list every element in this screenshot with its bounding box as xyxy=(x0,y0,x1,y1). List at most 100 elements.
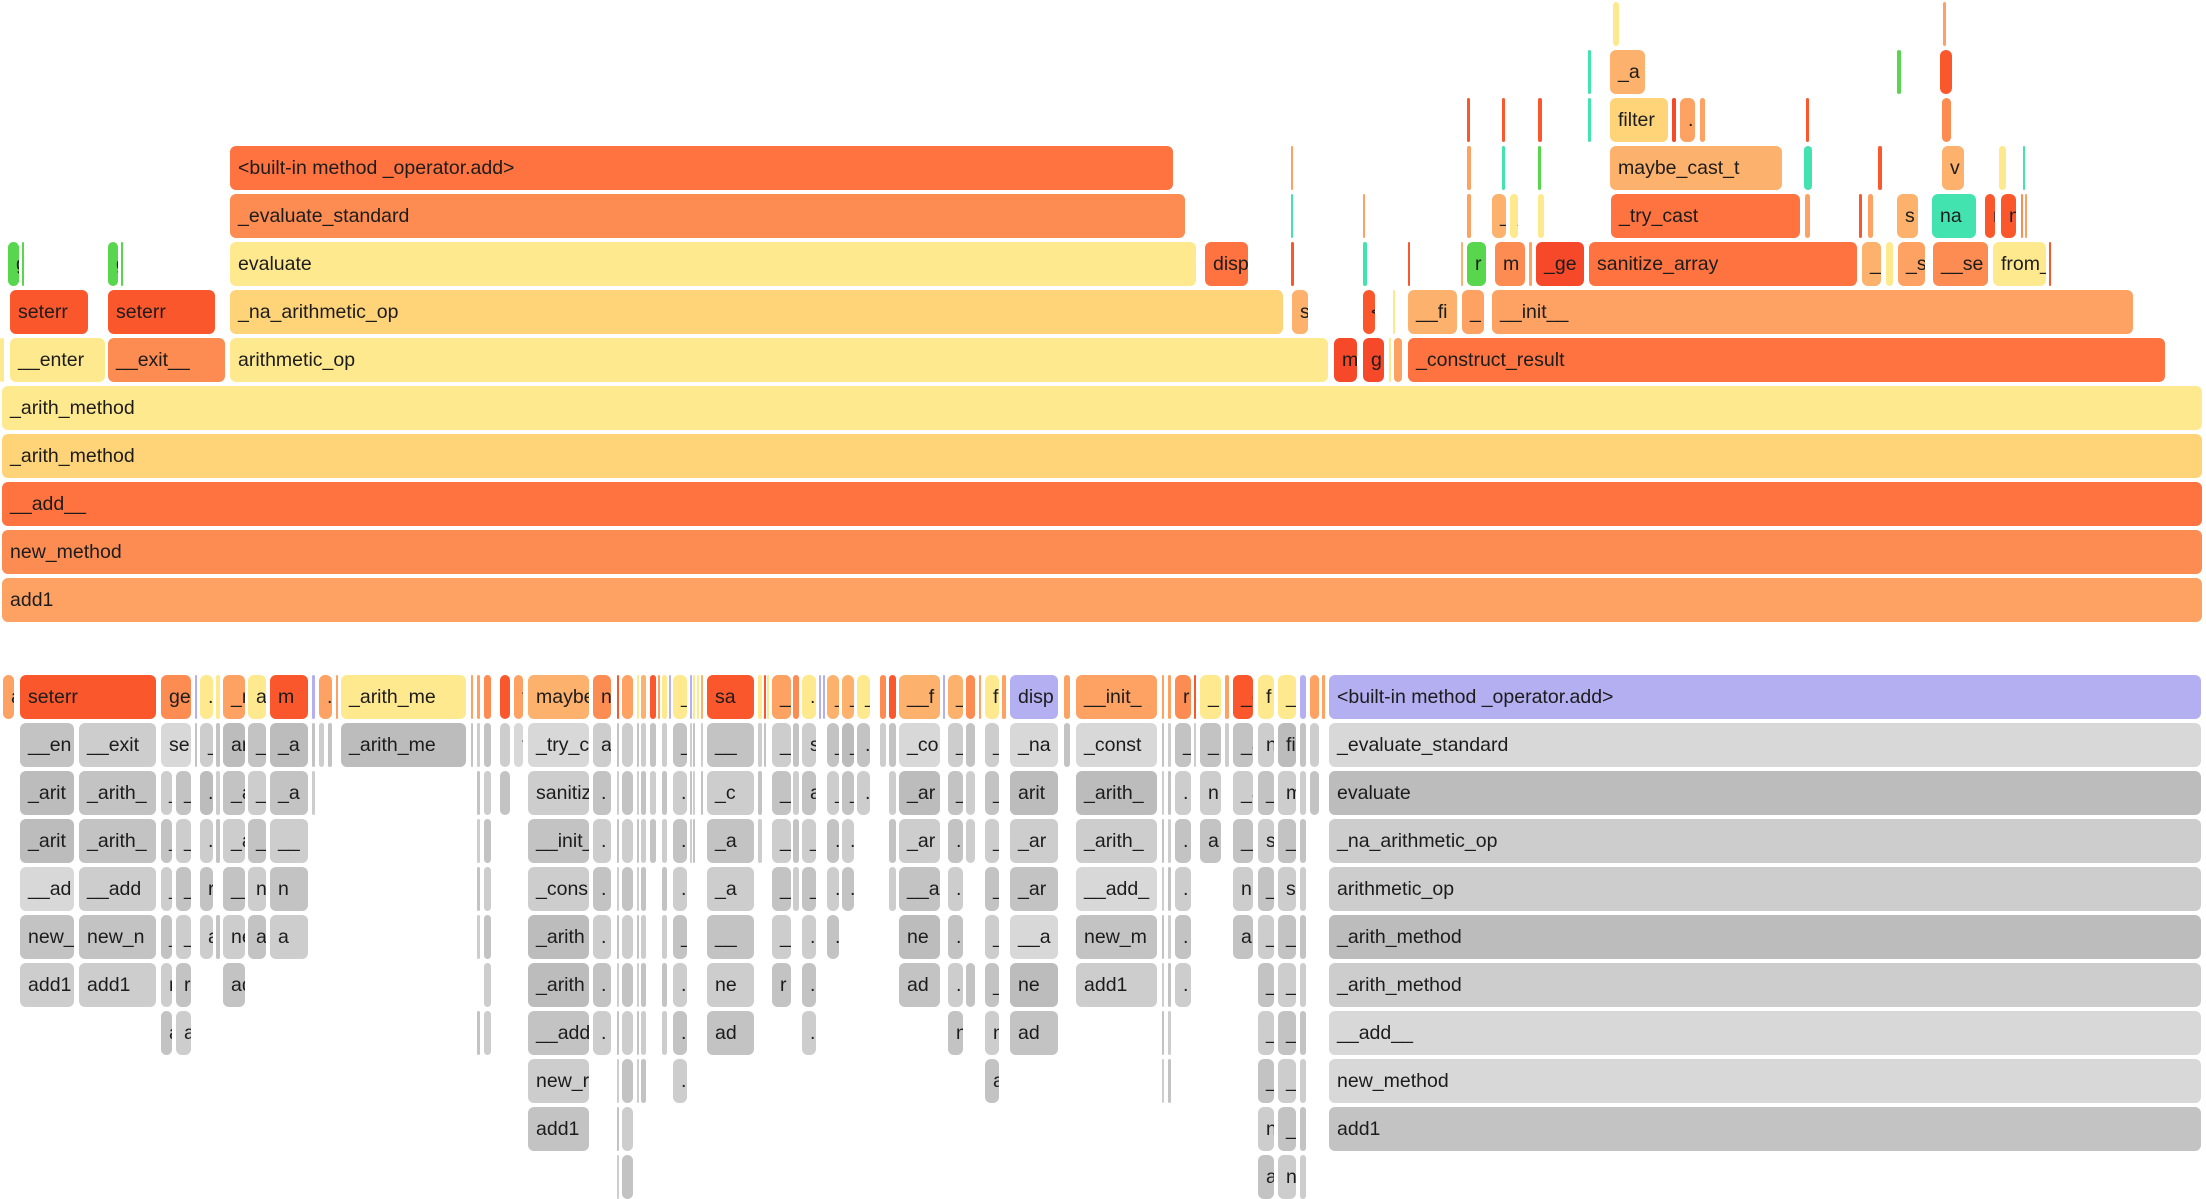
flame-bar-sandwich-callers-1-25[interactable]: _ xyxy=(662,723,667,767)
flame-bar-sliver[interactable] xyxy=(1168,1011,1171,1055)
flame-bar-sandwich-callers-0-64[interactable]: f xyxy=(1258,675,1274,719)
flame-bar-sandwich-callers-5-1[interactable]: new_n xyxy=(79,915,156,959)
flame-bar-sliver[interactable] xyxy=(500,675,510,719)
flame-bar-sandwich-callers-0-44[interactable]: _ xyxy=(857,675,870,719)
flame-bar-sandwich-callers-3-42[interactable]: _ xyxy=(1278,819,1296,863)
flame-bar-sliver[interactable] xyxy=(2025,194,2027,238)
flame-bar-sandwich-callers-0-37[interactable]: _ xyxy=(772,675,791,719)
flame-bar-sliver[interactable] xyxy=(1588,98,1591,142)
flame-bar-sliver[interactable] xyxy=(484,867,491,911)
flame-bar-sliver[interactable] xyxy=(1538,194,1544,238)
flame-bar-sliver[interactable] xyxy=(484,819,491,863)
flame-bar-call-tree-5-2[interactable]: g xyxy=(108,242,118,286)
flame-bar-sliver[interactable] xyxy=(1168,963,1171,1007)
flame-bar-sliver[interactable] xyxy=(1064,675,1070,719)
flame-bar-sandwich-callers-2-42[interactable]: . xyxy=(1175,771,1191,815)
flame-bar-sandwich-callers-4-0[interactable]: __ad xyxy=(20,867,74,911)
flame-bar-sandwich-callers-1-0[interactable]: __en xyxy=(20,723,74,767)
flame-bar-sandwich-callers-2-46[interactable]: m xyxy=(1278,771,1296,815)
flame-bar-sandwich-callers-10-3[interactable]: n xyxy=(1278,1155,1296,1199)
flame-bar-sandwich-callers-5-11[interactable]: _arith xyxy=(528,915,589,959)
flame-bar-sandwich-callers-4-23[interactable]: . xyxy=(842,867,854,911)
flame-bar-sliver[interactable] xyxy=(650,675,656,719)
flame-bar-sandwich-callers-0-42[interactable]: _ xyxy=(827,675,839,719)
flame-bar-sliver[interactable] xyxy=(622,1011,633,1055)
flame-bar-sandwich-callers-7-19[interactable]: _ xyxy=(1258,1011,1274,1055)
flame-bar-sandwich-callers-1-15[interactable]: f xyxy=(484,723,491,767)
flame-bar-sliver[interactable] xyxy=(1194,675,1196,719)
flame-bar-sliver[interactable] xyxy=(1162,867,1164,911)
flame-bar-sandwich-callers-4-6[interactable]: n xyxy=(248,867,266,911)
flame-bar-sandwich-callers-6-0[interactable]: add1 xyxy=(20,963,74,1007)
flame-bar-call-tree-6-4[interactable]: < xyxy=(1363,290,1375,334)
flame-bar-sliver[interactable] xyxy=(312,675,315,719)
flame-bar-sandwich-callers-7-11[interactable]: . xyxy=(673,1011,687,1055)
flame-bar-sliver[interactable] xyxy=(1805,194,1810,238)
flame-bar-call-tree-6-0[interactable]: seterr xyxy=(10,290,88,334)
flame-bar-sandwich-callers-2-34[interactable]: _ar xyxy=(899,771,940,815)
flame-bar-call-tree-6-2[interactable]: _na_arithmetic_op xyxy=(230,290,1283,334)
flame-bar-sliver[interactable] xyxy=(617,1059,619,1103)
flame-bar-sliver[interactable] xyxy=(966,723,975,767)
flame-bar-sliver[interactable] xyxy=(312,723,315,767)
flame-bar-sliver[interactable] xyxy=(637,963,639,1007)
flame-bar-sliver[interactable] xyxy=(1461,242,1463,286)
flame-bar-sliver[interactable] xyxy=(690,771,692,815)
flame-bar-sandwich-callers-2-39[interactable]: _arith_ xyxy=(1076,771,1157,815)
flame-bar-sliver[interactable] xyxy=(1300,1011,1306,1055)
flame-bar-sandwich-callers-6-15[interactable]: r xyxy=(772,963,791,1007)
flame-bar-sandwich-callers-4-2[interactable]: _ xyxy=(161,867,172,911)
flame-bar-sliver[interactable] xyxy=(471,723,473,767)
flame-bar-sliver[interactable] xyxy=(641,963,646,1007)
flame-bar-sliver[interactable] xyxy=(617,963,619,1007)
flame-bar-sandwich-callers-3-39[interactable]: a xyxy=(1200,819,1221,863)
flame-bar-sandwich-callers-5-25[interactable]: _ xyxy=(985,915,999,959)
flame-bar-sandwich-callers-0-50[interactable]: i xyxy=(966,675,975,719)
flame-bar-sliver[interactable] xyxy=(1999,146,2006,190)
flame-bar-sliver[interactable] xyxy=(758,819,762,863)
flame-bar-sliver[interactable] xyxy=(1300,675,1306,719)
flame-bar-sandwich-callers-0-12[interactable]: _arith_me xyxy=(341,675,466,719)
flame-bar-sliver[interactable] xyxy=(2023,146,2025,190)
flame-bar-sandwich-callers-1-45[interactable]: _na xyxy=(1010,723,1058,767)
flame-bar-sliver[interactable] xyxy=(641,915,646,959)
flame-bar-sliver[interactable] xyxy=(1162,675,1164,719)
flame-bar-call-tree-5-11[interactable]: m xyxy=(1495,242,1525,286)
flame-bar-sliver[interactable] xyxy=(1942,98,1951,142)
flame-bar-call-tree-8-0[interactable]: _arith_method xyxy=(2,386,2202,430)
flame-bar-sandwich-callers-9-6[interactable]: add1 xyxy=(1329,1107,2201,1151)
flame-bar-sliver[interactable] xyxy=(216,819,220,863)
flame-bar-sliver[interactable] xyxy=(793,819,799,863)
flame-bar-sliver[interactable] xyxy=(1310,771,1319,815)
flame-bar-sliver[interactable] xyxy=(1393,290,1395,334)
flame-bar-sandwich-callers-1-55[interactable]: n xyxy=(1258,723,1274,767)
flame-bar-sliver[interactable] xyxy=(793,771,799,815)
flame-bar-sliver[interactable] xyxy=(622,675,633,719)
flame-bar-sandwich-callers-7-15[interactable]: n xyxy=(985,1011,999,1055)
flame-bar-sandwich-callers-4-22[interactable]: . xyxy=(827,867,839,911)
flame-bar-sliver[interactable] xyxy=(793,723,799,767)
flame-bar-sandwich-callers-0-67[interactable]: . xyxy=(1310,675,1319,719)
flame-bar-sandwich-callers-5-0[interactable]: new_ xyxy=(20,915,74,959)
flame-bar-call-tree-5-10[interactable]: r xyxy=(1467,242,1486,286)
flame-bar-sliver[interactable] xyxy=(2021,194,2023,238)
flame-bar-sandwich-callers-6-18[interactable]: . xyxy=(948,963,963,1007)
flame-bar-sliver[interactable] xyxy=(1168,867,1171,911)
flame-bar-sliver[interactable] xyxy=(617,771,619,815)
flame-bar-sliver[interactable] xyxy=(216,675,220,719)
flame-bar-sandwich-callers-4-10[interactable]: _cons xyxy=(528,867,589,911)
flame-bar-sandwich-callers-4-21[interactable]: _ xyxy=(802,867,816,911)
flame-bar-sliver[interactable] xyxy=(1300,819,1306,863)
flame-bar-sandwich-callers-7-3[interactable]: a xyxy=(484,1011,491,1055)
flame-bar-call-tree-5-5[interactable]: disp xyxy=(1205,242,1248,286)
flame-bar-sliver[interactable] xyxy=(336,675,338,719)
flame-bar-sliver[interactable] xyxy=(484,771,491,815)
flame-bar-sandwich-callers-7-16[interactable]: ad xyxy=(1010,1011,1058,1055)
flame-bar-sandwich-callers-2-1[interactable]: _arith_ xyxy=(79,771,156,815)
flame-bar-sandwich-callers-1-54[interactable]: _a xyxy=(1233,723,1253,767)
flame-bar-sliver[interactable] xyxy=(889,867,896,911)
flame-bar-sliver[interactable] xyxy=(966,819,975,863)
flame-bar-call-tree-6-8[interactable]: __init__ xyxy=(1492,290,2133,334)
flame-bar-call-tree-5-0[interactable]: g xyxy=(8,242,19,286)
flame-bar-sliver[interactable] xyxy=(1408,242,1410,286)
